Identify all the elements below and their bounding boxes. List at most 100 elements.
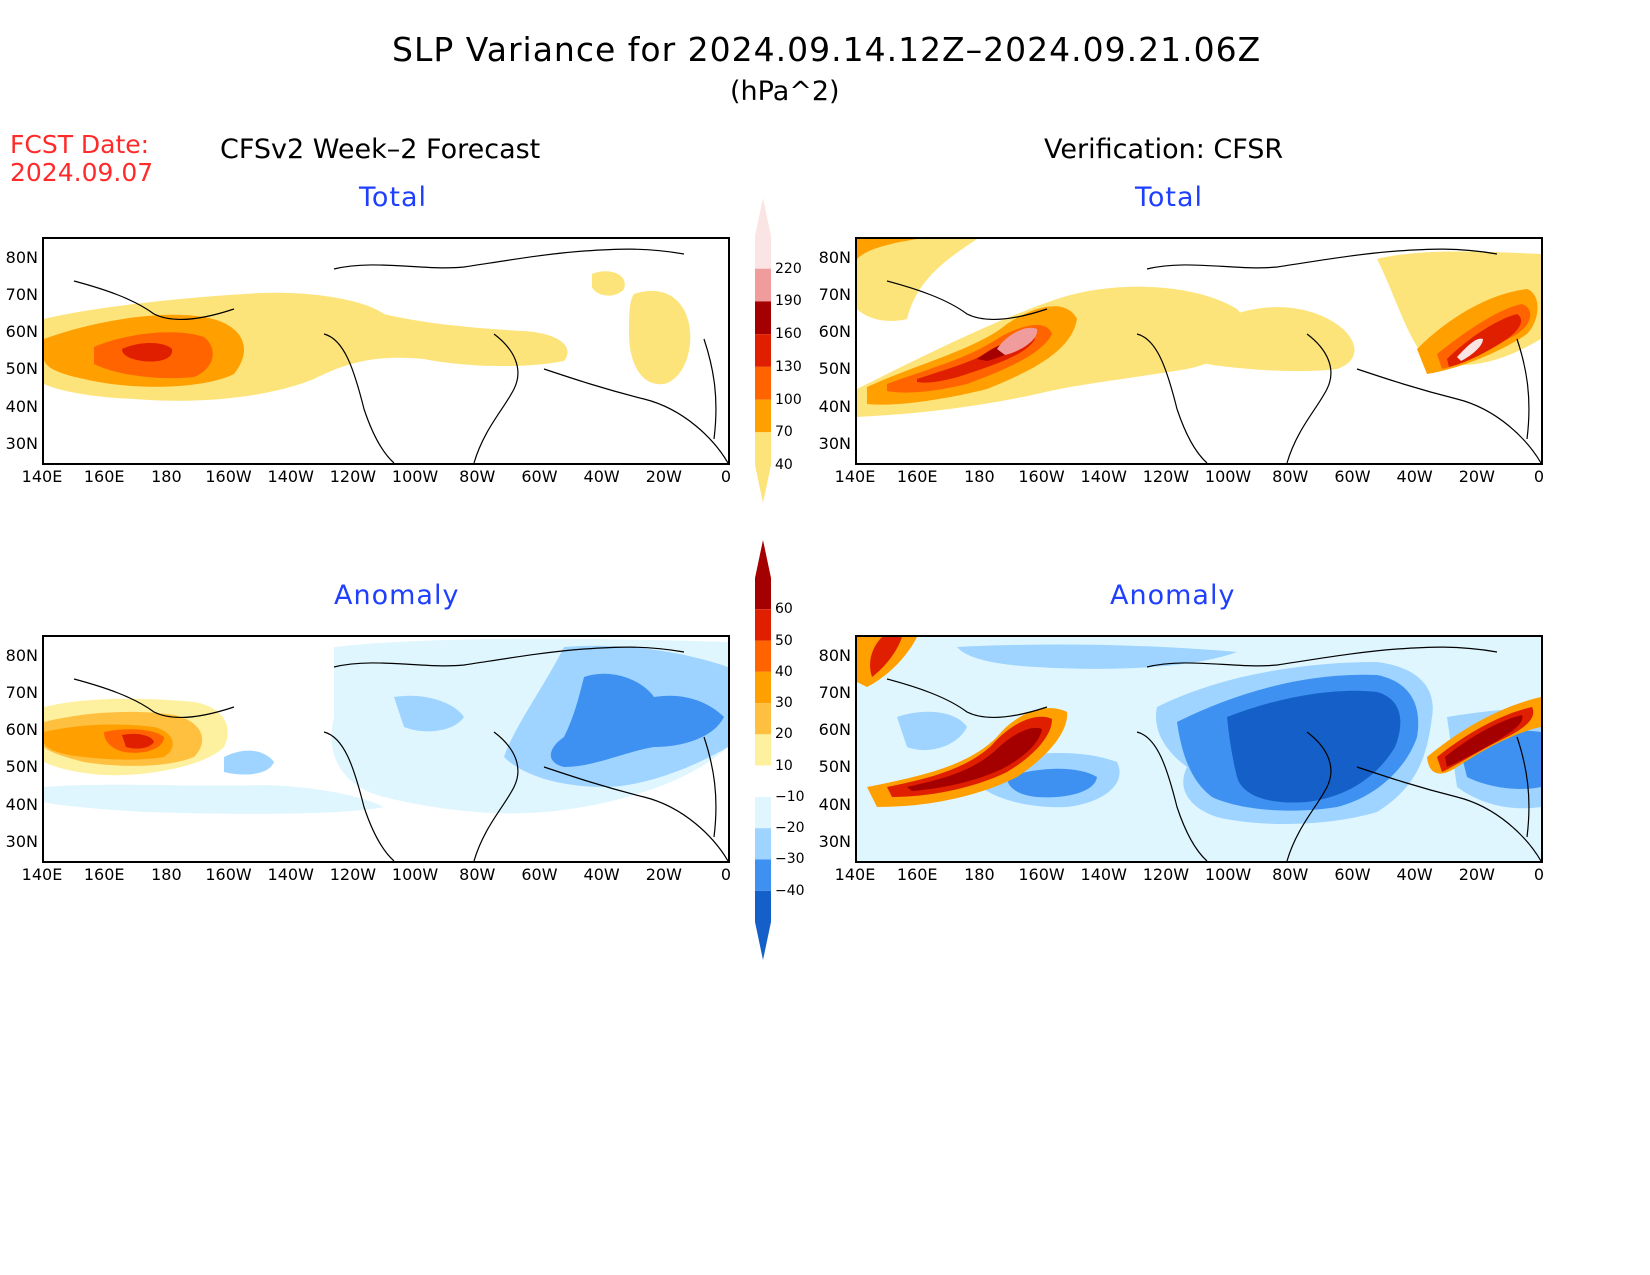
colorbar-level-label: −30	[775, 851, 805, 868]
lon-tick-label: 20W	[1458, 865, 1495, 884]
lat-tick-label: 70N	[818, 683, 851, 702]
coastlines	[886, 646, 1541, 861]
colorbar-swatch	[755, 198, 771, 269]
lon-tick-label: 100W	[391, 467, 439, 486]
coastlines	[73, 646, 728, 861]
lon-tick-label: 40W	[1396, 865, 1433, 884]
lat-tick-label: 30N	[818, 434, 851, 453]
verification-heading: Verification: CFSR	[1044, 134, 1284, 165]
lon-tick-label: 160E	[83, 467, 125, 486]
lon-tick-label: 80W	[1272, 865, 1309, 884]
lat-tick-label: 50N	[818, 757, 851, 776]
lon-tick-label: 120W	[1142, 865, 1190, 884]
lat-tick-label: 70N	[818, 285, 851, 304]
colorbar-swatch	[755, 671, 771, 704]
lon-tick-label: 60W	[1334, 865, 1371, 884]
lon-tick-label: 100W	[391, 865, 439, 884]
colorbar-swatch	[755, 399, 771, 433]
lon-tick-label: 160E	[896, 865, 938, 884]
lat-tick-label: 40N	[5, 397, 38, 416]
colorbar-swatch	[755, 366, 771, 400]
lon-tick-label: 180	[151, 865, 182, 884]
variance-contours	[44, 271, 691, 401]
colorbar-swatch	[755, 890, 771, 960]
lat-tick-label: 60N	[818, 322, 851, 341]
lon-tick-label: 160W	[1018, 467, 1065, 486]
colorbar-level-label: −40	[775, 882, 805, 899]
lon-tick-label: 80W	[1272, 467, 1309, 486]
lon-tick-label: 60W	[1334, 467, 1371, 486]
lon-tick-label: 180	[964, 467, 995, 486]
lon-tick-label: 160W	[205, 467, 252, 486]
lon-tick-label: 80W	[459, 467, 496, 486]
lat-tick-label: 40N	[818, 795, 851, 814]
lat-tick-label: 60N	[818, 720, 851, 739]
lon-tick-label: 40W	[583, 865, 620, 884]
colorbar-swatch	[755, 432, 771, 503]
colorbar-swatch	[755, 828, 771, 860]
lon-tick-label: 140E	[834, 865, 876, 884]
colorbar-level-label: 220	[775, 260, 802, 277]
lon-tick-label: 100W	[1204, 865, 1252, 884]
lon-tick-label: 0	[1533, 467, 1545, 486]
colorbar-swatch	[755, 609, 771, 641]
lon-tick-label: 120W	[329, 467, 377, 486]
lon-tick-label: 140W	[1080, 467, 1127, 486]
variance-contours	[857, 239, 1541, 417]
colorbar-level-label: 160	[775, 326, 802, 343]
lon-tick-label: 180	[151, 467, 182, 486]
lat-tick-label: 30N	[5, 832, 38, 851]
lon-tick-label: 20W	[645, 467, 682, 486]
lon-tick-label: 140W	[267, 467, 314, 486]
lon-tick-label: 180	[964, 865, 995, 884]
lon-tick-label: 160W	[205, 865, 252, 884]
colorbar-level-label: 130	[775, 358, 802, 375]
map-forecast-total	[42, 237, 730, 465]
lat-tick-label: 40N	[5, 795, 38, 814]
anomaly-contours	[44, 638, 728, 814]
colorbar-level-label: 50	[775, 632, 793, 649]
colorbar-swatch	[755, 796, 771, 829]
colorbar-level-label: −20	[775, 820, 805, 837]
colorbar-swatch	[755, 859, 771, 891]
lon-tick-label: 60W	[521, 865, 558, 884]
lon-tick-label: 160W	[1018, 865, 1065, 884]
lat-tick-label: 80N	[818, 248, 851, 267]
lon-tick-label: 140E	[21, 467, 63, 486]
colorbar-swatch	[755, 301, 771, 335]
lon-tick-label: 20W	[645, 865, 682, 884]
colorbar-graphic	[755, 540, 771, 960]
lat-tick-label: 50N	[5, 757, 38, 776]
figure-title: SLP Variance for 2024.09.14.12Z–2024.09.…	[392, 30, 1262, 69]
lat-tick-label: 60N	[5, 322, 38, 341]
lon-tick-label: 160E	[896, 467, 938, 486]
coastlines	[886, 248, 1541, 463]
lat-tick-label: 60N	[5, 720, 38, 739]
colorbar-level-label: 40	[775, 663, 793, 680]
fcst-date-value: 2024.09.07	[10, 158, 154, 187]
colorbar-level-label: 40	[775, 457, 793, 473]
lon-tick-label: 0	[720, 865, 732, 884]
map-verif-total	[855, 237, 1543, 465]
lat-tick-label: 80N	[5, 646, 38, 665]
lon-tick-label: 40W	[1396, 467, 1433, 486]
lon-tick-label: 20W	[1458, 467, 1495, 486]
colorbar-level-label: 20	[775, 726, 793, 743]
anomaly-contours	[857, 637, 1541, 861]
lon-tick-label: 140E	[834, 467, 876, 486]
panel-title-forecast-total: Total	[359, 182, 428, 213]
lat-tick-label: 50N	[5, 359, 38, 378]
lon-tick-label: 40W	[583, 467, 620, 486]
colorbar-swatch	[755, 540, 771, 610]
lon-tick-label: 0	[720, 467, 732, 486]
colorbar-level-label: −10	[775, 788, 805, 805]
colorbar-swatch	[755, 734, 771, 766]
units-label: (hPa^2)	[730, 76, 840, 107]
lon-tick-label: 140E	[21, 865, 63, 884]
lat-tick-label: 80N	[5, 248, 38, 267]
lon-tick-label: 80W	[459, 865, 496, 884]
map-verif-anomaly	[855, 635, 1543, 863]
colorbar-swatch	[755, 765, 771, 797]
lon-tick-label: 140W	[1080, 865, 1127, 884]
lat-tick-label: 30N	[5, 434, 38, 453]
